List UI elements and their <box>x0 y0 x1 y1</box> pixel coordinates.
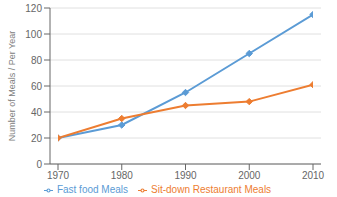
svg-text:40: 40 <box>31 107 43 118</box>
svg-text:20: 20 <box>31 133 43 144</box>
svg-text:2000: 2000 <box>238 170 261 181</box>
svg-text:120: 120 <box>25 3 42 14</box>
svg-text:Number of Meals / Per Year: Number of Meals / Per Year <box>8 31 17 142</box>
svg-text:1970: 1970 <box>47 170 70 181</box>
html-text:Sit-down Restaurant Meals: Sit-down Restaurant Meals <box>151 184 272 195</box>
svg-text:1980: 1980 <box>111 170 134 181</box>
svg-text:60: 60 <box>31 81 43 92</box>
svg-text:100: 100 <box>25 29 42 40</box>
html-text:Fast food Meals: Fast food Meals <box>56 184 128 195</box>
svg-text:2010: 2010 <box>302 170 325 181</box>
svg-text:1990: 1990 <box>174 170 197 181</box>
svg-text:0: 0 <box>36 159 42 170</box>
svg-text:80: 80 <box>31 55 43 66</box>
